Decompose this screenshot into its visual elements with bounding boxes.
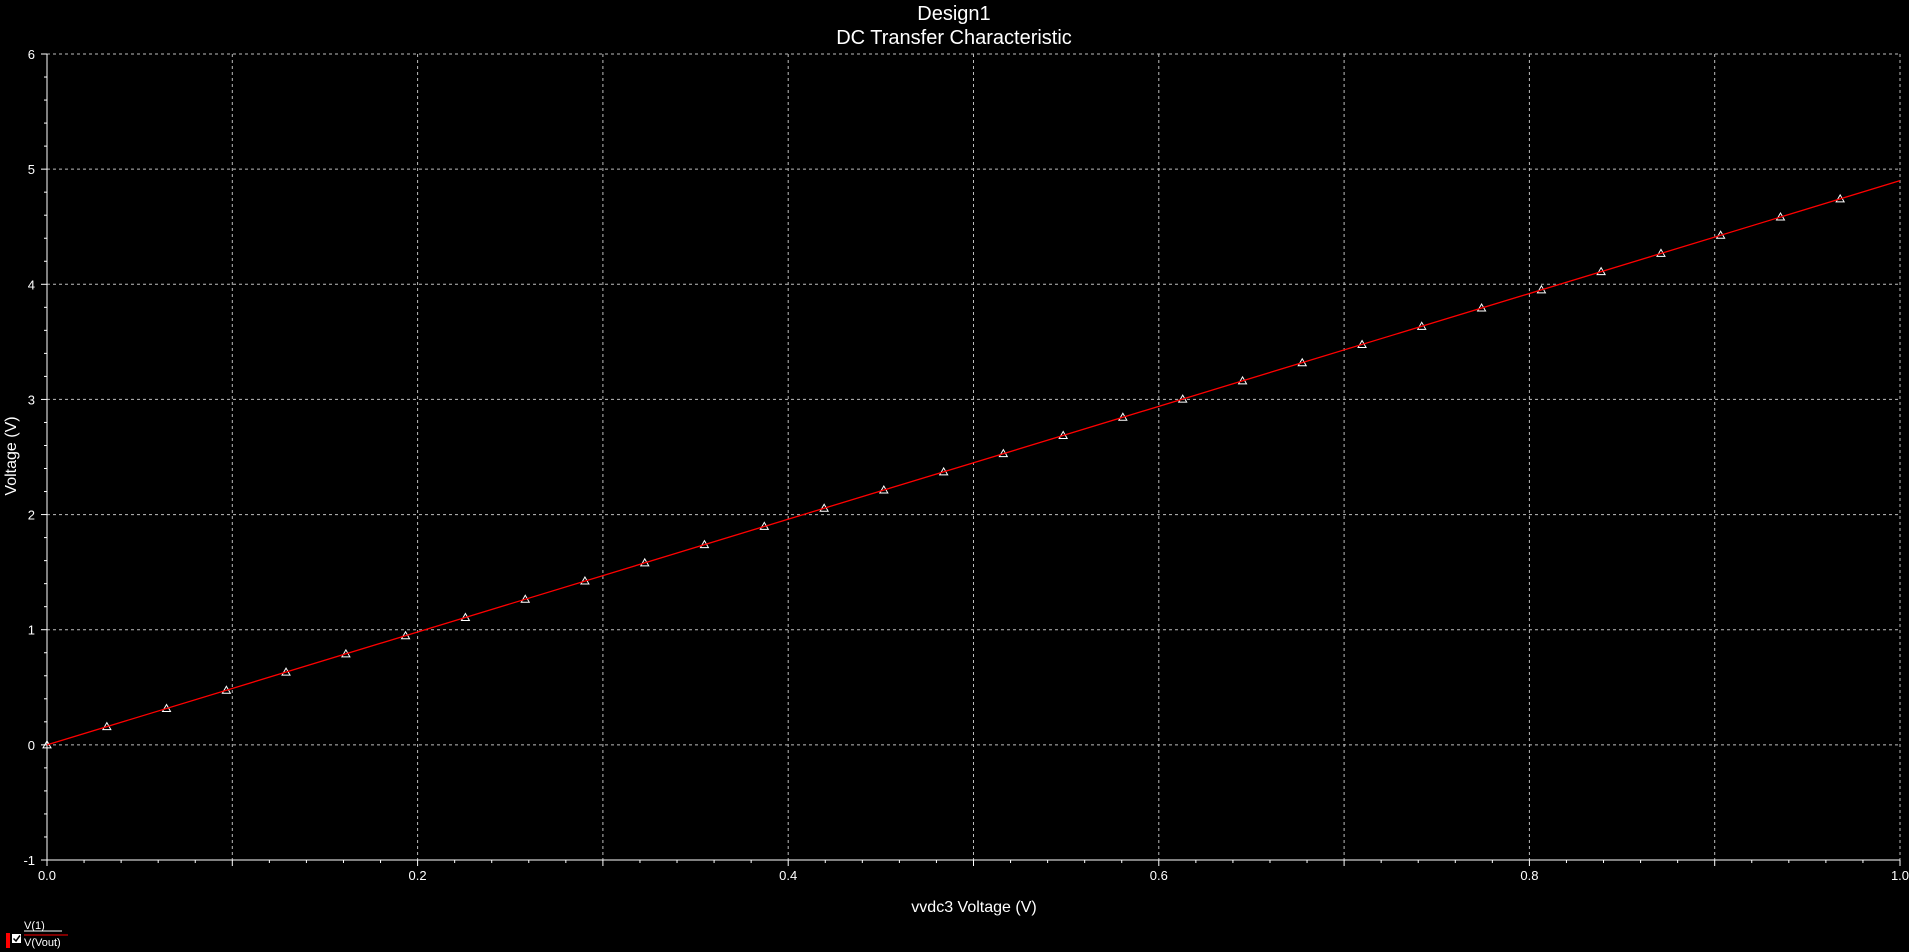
legend-color-swatch [6,933,10,948]
y-tick-label: 0 [28,738,35,753]
y-tick-label: -1 [23,853,35,868]
x-tick-label: 0.6 [1150,868,1168,883]
legend-checkbox[interactable] [12,934,21,943]
series-layer [42,180,1901,749]
x-tick-label: 0.0 [38,868,56,883]
y-tick-label: 4 [28,277,35,292]
legend-entry-vout: V(Vout) [24,937,61,949]
x-tick-label: 0.2 [409,868,427,883]
x-tick-label: 1.0 [1891,868,1909,883]
legend: V(1) V(Vout) [6,920,68,949]
axes: 0.0 0.2 0.4 0.6 0.8 1.0 -1 0 1 2 3 4 5 6 [23,47,1909,883]
legend-entry-v1: V(1) [24,920,45,932]
grid [47,53,1901,860]
x-tick-label: 0.8 [1520,868,1538,883]
y-tick-label: 6 [28,47,35,62]
checkmark-icon [12,935,21,943]
x-axis-label: vvdc3 Voltage (V) [911,899,1036,916]
series-line-vvout [46,180,1901,746]
y-tick-label: 2 [28,508,35,523]
y-axis-label: Voltage (V) [3,416,20,495]
x-tick-label: 0.4 [779,868,797,883]
chart-title: Design1 [917,3,990,25]
y-tick-label: 5 [28,162,35,177]
chart-subtitle: DC Transfer Characteristic [836,27,1072,49]
y-tick-label: 1 [28,623,35,638]
y-tick-label: 3 [28,392,35,407]
